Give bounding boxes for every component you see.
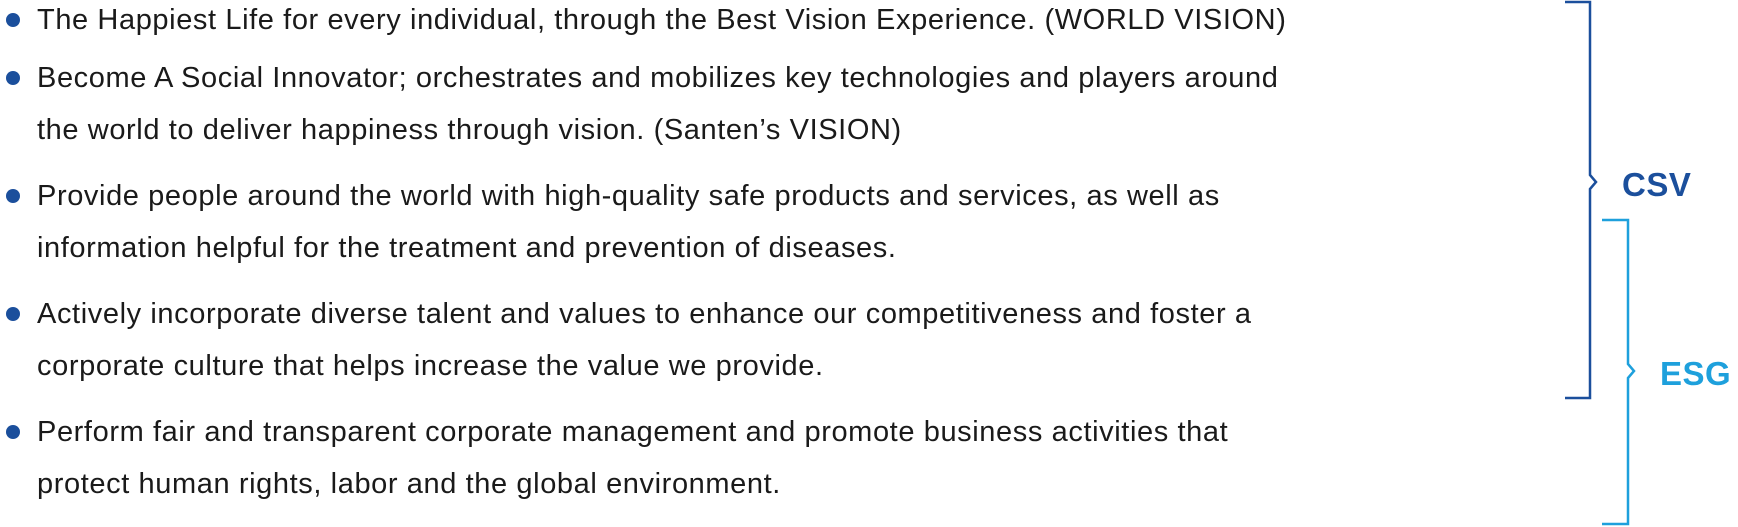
bullet-icon — [6, 13, 20, 27]
list-item-text: Provide people around the world with hig… — [37, 180, 1220, 264]
list-item-text: The Happiest Life for every individual, … — [37, 4, 1287, 36]
list-item-text: Perform fair and transparent corporate m… — [37, 416, 1229, 500]
csv-label: CSV — [1622, 166, 1692, 203]
bullet-icon — [6, 189, 20, 203]
esg-bracket — [1602, 218, 1636, 526]
esg-label: ESG — [1660, 355, 1732, 392]
bullet-icon — [6, 307, 20, 321]
list-item-text: Become A Social Innovator; orchestrates … — [37, 62, 1279, 146]
bullet-icon — [6, 71, 20, 85]
csv-bracket — [1565, 0, 1598, 400]
bullet-icon — [6, 425, 20, 439]
list-item-text: Actively incorporate diverse talent and … — [37, 298, 1252, 382]
